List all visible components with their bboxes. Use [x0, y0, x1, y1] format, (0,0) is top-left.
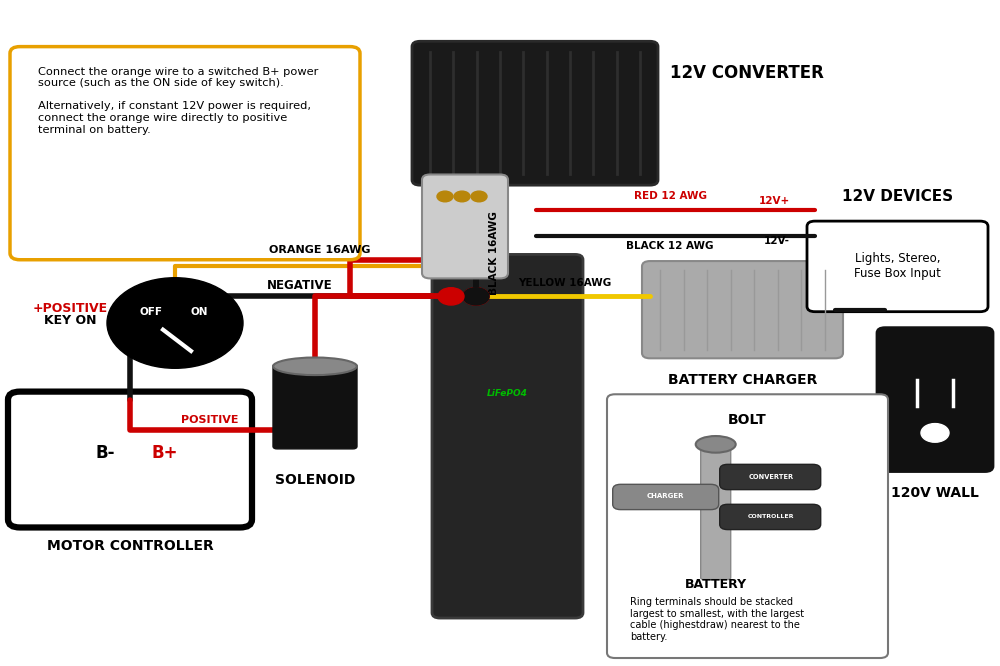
Text: SOLENOID: SOLENOID [275, 472, 355, 487]
Text: ON: ON [190, 307, 208, 318]
Text: POSITIVE: POSITIVE [181, 414, 239, 425]
Circle shape [107, 278, 243, 368]
Circle shape [921, 424, 949, 442]
Text: OFF: OFF [140, 307, 162, 318]
Text: ORANGE 16AWG: ORANGE 16AWG [269, 244, 371, 255]
Text: BOLT: BOLT [728, 412, 767, 427]
Text: +POSITIVE: +POSITIVE [32, 302, 108, 315]
FancyBboxPatch shape [642, 261, 843, 358]
Text: 12V DEVICES: 12V DEVICES [842, 189, 953, 204]
FancyBboxPatch shape [422, 174, 508, 278]
Text: 12V CONVERTER: 12V CONVERTER [670, 64, 824, 83]
Text: KEY ON: KEY ON [44, 314, 96, 327]
Text: B+: B+ [152, 444, 178, 462]
FancyBboxPatch shape [720, 504, 821, 529]
Text: Connect the orange wire to a switched B+ power
source (such as the ON side of ke: Connect the orange wire to a switched B+… [38, 67, 318, 135]
Ellipse shape [696, 436, 736, 453]
FancyBboxPatch shape [607, 394, 888, 658]
Circle shape [437, 191, 453, 202]
FancyBboxPatch shape [807, 221, 988, 312]
Text: YELLOW 16AWG: YELLOW 16AWG [518, 278, 612, 288]
FancyBboxPatch shape [877, 328, 993, 472]
Circle shape [463, 288, 489, 305]
Text: 120V WALL: 120V WALL [891, 486, 979, 500]
FancyBboxPatch shape [720, 464, 821, 490]
FancyBboxPatch shape [613, 484, 719, 509]
Circle shape [463, 288, 489, 305]
Text: 12V-: 12V- [764, 236, 790, 246]
Text: NEGATIVE: NEGATIVE [267, 278, 333, 292]
Text: BLACK 16AWG: BLACK 16AWG [489, 211, 499, 295]
FancyBboxPatch shape [10, 47, 360, 260]
Text: CONTROLLER: CONTROLLER [747, 514, 794, 519]
FancyBboxPatch shape [412, 41, 658, 185]
FancyBboxPatch shape [8, 392, 252, 527]
Text: CHARGER: CHARGER [647, 494, 684, 500]
Circle shape [471, 191, 487, 202]
Text: RED 12 AWG: RED 12 AWG [634, 191, 706, 202]
Text: CONVERTER: CONVERTER [748, 474, 793, 480]
Text: B-: B- [95, 444, 115, 462]
FancyBboxPatch shape [432, 254, 583, 618]
Text: Lights, Stereo,
Fuse Box Input: Lights, Stereo, Fuse Box Input [854, 252, 941, 280]
FancyBboxPatch shape [273, 364, 357, 449]
Text: BATTERY CHARGER: BATTERY CHARGER [668, 372, 817, 387]
Text: LiFePO4: LiFePO4 [487, 390, 528, 398]
Circle shape [454, 191, 470, 202]
Circle shape [463, 288, 489, 305]
Text: BATTERY: BATTERY [685, 578, 747, 591]
Text: 12V+: 12V+ [759, 196, 790, 206]
Text: BLACK 12 AWG: BLACK 12 AWG [626, 241, 714, 252]
Text: Ring terminals should be stacked
largest to smallest, with the largest
cable (hi: Ring terminals should be stacked largest… [630, 597, 804, 642]
Text: MOTOR CONTROLLER: MOTOR CONTROLLER [47, 539, 213, 553]
Circle shape [438, 288, 464, 305]
Ellipse shape [273, 358, 357, 375]
FancyBboxPatch shape [701, 442, 731, 579]
